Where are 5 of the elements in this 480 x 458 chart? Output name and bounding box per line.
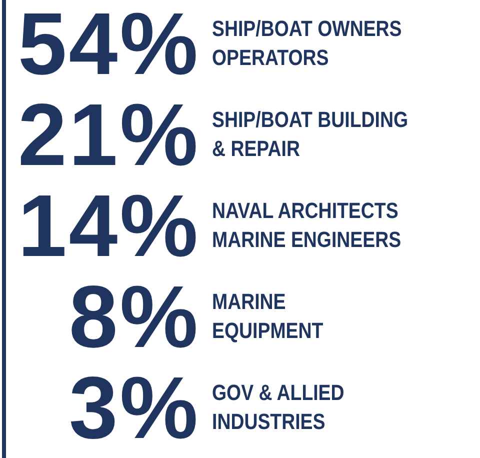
category-label: GOV & ALLIED INDUSTRIES bbox=[212, 379, 344, 436]
category-label: SHIP/BOAT BUILDING & REPAIR bbox=[212, 106, 408, 163]
category-label: SHIP/BOAT OWNERS OPERATORS bbox=[212, 15, 402, 72]
category-label: MARINE EQUIPMENT bbox=[212, 288, 324, 345]
category-label: NAVAL ARCHITECTS MARINE ENGINEERS bbox=[212, 197, 402, 254]
